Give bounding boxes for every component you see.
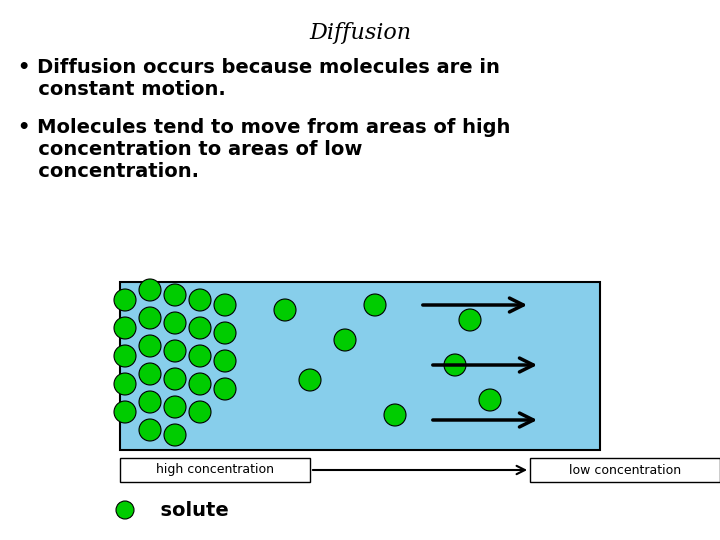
Ellipse shape [139,335,161,357]
Ellipse shape [214,294,236,316]
Ellipse shape [139,363,161,385]
Ellipse shape [384,404,406,426]
Ellipse shape [214,350,236,372]
Ellipse shape [189,317,211,339]
Ellipse shape [116,501,134,519]
Ellipse shape [444,354,466,376]
Ellipse shape [164,424,186,446]
Ellipse shape [479,389,501,411]
Ellipse shape [189,401,211,423]
Bar [530,458,720,482]
Text: constant motion.: constant motion. [18,80,226,99]
Ellipse shape [164,312,186,334]
Bar [120,458,310,482]
Ellipse shape [189,373,211,395]
Ellipse shape [164,340,186,362]
Text: low concentration: low concentration [569,463,681,476]
Bar [120,282,600,450]
Ellipse shape [189,345,211,367]
Ellipse shape [139,307,161,329]
Ellipse shape [114,373,136,395]
Ellipse shape [189,289,211,311]
Text: concentration to areas of low: concentration to areas of low [18,140,362,159]
Ellipse shape [364,294,386,316]
Ellipse shape [214,378,236,400]
Text: • Molecules tend to move from areas of high: • Molecules tend to move from areas of h… [18,118,510,137]
Ellipse shape [139,279,161,301]
Ellipse shape [299,369,321,391]
Ellipse shape [164,368,186,390]
Text: • Diffusion occurs because molecules are in: • Diffusion occurs because molecules are… [18,58,500,77]
Ellipse shape [114,401,136,423]
Text: Diffusion: Diffusion [309,22,411,44]
Ellipse shape [459,309,481,331]
Text: high concentration: high concentration [156,463,274,476]
Ellipse shape [164,284,186,306]
Ellipse shape [114,289,136,311]
Text: solute: solute [147,501,229,519]
Ellipse shape [139,419,161,441]
Ellipse shape [114,317,136,339]
Ellipse shape [139,391,161,413]
Ellipse shape [214,322,236,344]
Text: concentration.: concentration. [18,162,199,181]
Ellipse shape [114,345,136,367]
Ellipse shape [274,299,296,321]
Ellipse shape [164,396,186,418]
Ellipse shape [334,329,356,351]
